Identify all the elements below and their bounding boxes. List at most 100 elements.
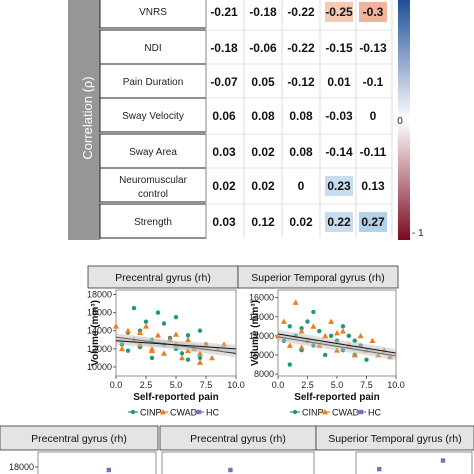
x-tick-label: 2.5 (301, 380, 314, 390)
data-point (106, 467, 111, 473)
data-point (161, 321, 167, 326)
data-point (440, 458, 446, 463)
heatmap-cell-value: -0.03 (325, 109, 353, 123)
x-tick-label: 0.0 (110, 380, 123, 390)
data-point (173, 314, 179, 320)
panel-title: Superior Temporal gyrus (rh) (328, 433, 461, 445)
panel-strip (0, 425, 159, 451)
data-point (298, 328, 305, 334)
heatmap-row-label-box (99, 63, 207, 99)
y-tick-label: 10000 (249, 350, 274, 360)
heatmap-ylabel-bar (68, 0, 100, 240)
data-point (346, 333, 351, 339)
data-point (322, 409, 328, 415)
data-point (334, 330, 340, 336)
y-tick-label: 16000 (87, 308, 112, 318)
data-point (113, 323, 119, 329)
legend-label: CINP (302, 408, 324, 418)
fit-line (115, 340, 237, 350)
data-point (310, 323, 317, 329)
heatmap-cell-value: 0.22 (327, 215, 351, 229)
data-point (125, 327, 131, 334)
heatmap-row-label-box (99, 167, 207, 203)
heatmap-cell-shade (359, 2, 387, 22)
data-point (197, 359, 203, 365)
heatmap-row-label: control (138, 189, 168, 200)
heatmap-cell-shade (325, 2, 353, 22)
heatmap-cell-value: 0.02 (289, 215, 313, 229)
y-axis-label: Volume (mm³) (250, 300, 261, 366)
heatmap-cell-value: -0.1 (363, 75, 384, 89)
data-point (185, 357, 191, 362)
heatmap-row-label: NDI (144, 43, 161, 54)
heatmap-cell-value: 0.02 (251, 145, 275, 159)
legend-label: CWAD (332, 408, 360, 418)
data-point (287, 324, 292, 329)
x-tick-label: 0.0 (272, 380, 285, 390)
heatmap-cell-value: -0.07 (210, 75, 238, 89)
data-point (328, 318, 335, 324)
heatmap-cell-value: 0.06 (212, 109, 236, 123)
data-point (149, 355, 155, 361)
y-tick-label: 12000 (87, 344, 112, 354)
heatmap-cell-value: 0.08 (289, 109, 313, 123)
data-point (364, 357, 369, 362)
legend-label: HC (206, 408, 219, 418)
heatmap-row-label-box (99, 0, 207, 29)
panel-strip (237, 265, 399, 289)
data-point (161, 350, 167, 356)
data-point (292, 409, 298, 415)
correlation-heatmap: Correlation (ρ) VNRS NDI Pain Duration Sway… (68, 0, 424, 240)
x-tick-label: 10.0 (387, 380, 405, 390)
scatter-precentral: Precentral gyrus (rh) 10000 12000 14000 1600… (87, 265, 245, 418)
colorbar-tick-0: 0 (397, 116, 403, 127)
plot-area (355, 451, 473, 474)
heatmap-row-label: Sway Area (129, 147, 177, 158)
y-tick-label: 12000 (249, 331, 274, 341)
heatmap-cell-shade (325, 212, 353, 232)
heatmap-cell-value: 0 (370, 109, 377, 123)
heatmap-cell-value: -0.3 (363, 5, 384, 19)
data-point (287, 362, 292, 367)
heatmap-row-label: Neuromuscular (119, 175, 187, 186)
heatmap-cell-value: 0.03 (212, 145, 236, 159)
fit-line (277, 333, 397, 354)
data-point (125, 348, 131, 353)
heatmap-cell-value: -0.22 (287, 41, 315, 55)
heatmap-cell-value: -0.06 (249, 41, 277, 55)
heatmap-row-label: Pain Duration (123, 77, 184, 88)
data-point (377, 466, 382, 472)
heatmap-cell-value: -0.15 (325, 41, 353, 55)
heatmap-cell-value: 0.27 (361, 215, 385, 229)
x-tick-label: 5.0 (170, 380, 183, 390)
data-point (143, 319, 149, 324)
heatmap-cell-value: 0.08 (289, 145, 313, 159)
data-point (197, 355, 203, 361)
data-point (305, 319, 310, 324)
y-tick-label: 14000 (249, 312, 274, 322)
bottom-panels: Precentral gyrus (rh) 18000 Precentral gyr… (0, 425, 474, 474)
data-point (131, 305, 137, 311)
y-tick-label: 16000 (327, 473, 352, 474)
data-point (369, 337, 376, 344)
data-point (280, 318, 287, 324)
heatmap-cell-shade (359, 212, 387, 232)
data-point (340, 324, 346, 329)
data-point (179, 351, 185, 356)
data-point (352, 338, 357, 343)
heatmap-cell-value: -0.13 (359, 41, 387, 55)
x-axis-label: Self-reported pain (133, 392, 219, 403)
heatmap-row-label: Strength (134, 217, 172, 228)
plot-area (37, 451, 157, 474)
y-tick-label: 18000 (87, 290, 112, 300)
data-point (155, 332, 161, 338)
data-point (209, 354, 215, 361)
heatmap-cell-value: -0.18 (210, 41, 238, 55)
heatmap-cell-value: 0.03 (212, 215, 236, 229)
heatmap-ylabel: Correlation (ρ) (80, 76, 95, 159)
y-tick-label: 16000 (249, 293, 274, 303)
x-tick-label: 7.5 (200, 380, 213, 390)
y-tick-label: 8000 (254, 369, 274, 379)
scatter-superior-temporal: Superior Temporal gyrus (rh) 8000 10000 120… (237, 265, 405, 418)
